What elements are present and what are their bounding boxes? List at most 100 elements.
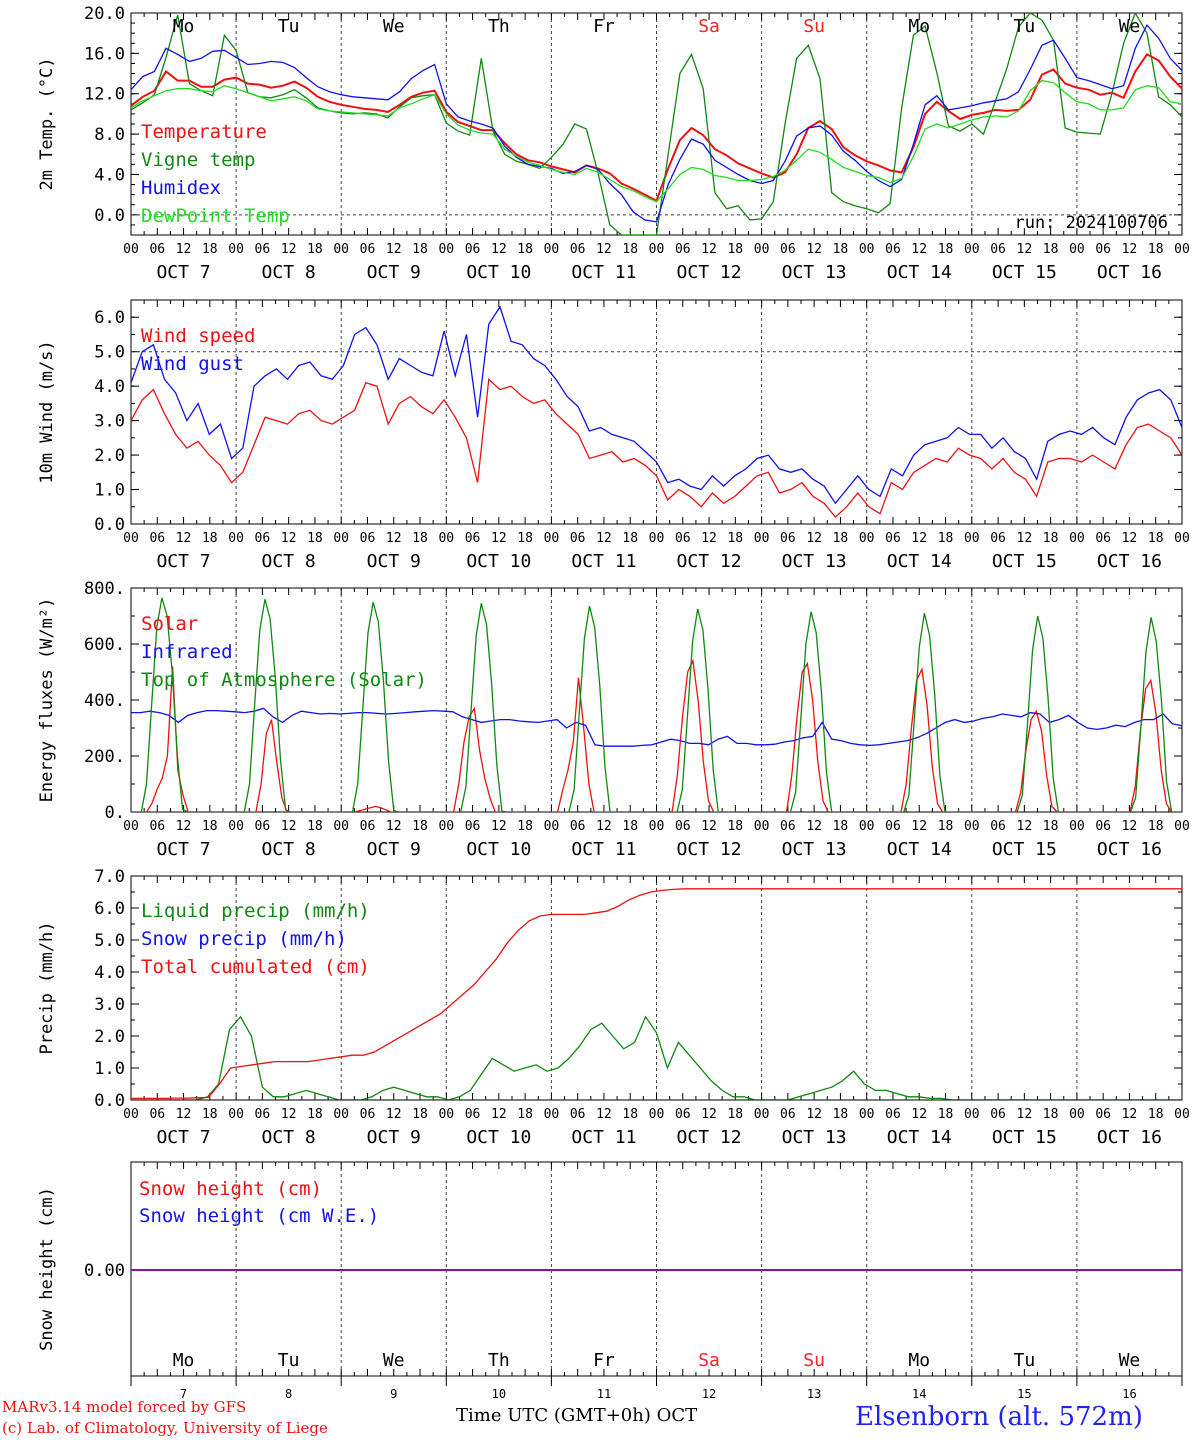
date-label: OCT 9 bbox=[367, 839, 421, 860]
hour-tick-label: 00 bbox=[859, 531, 875, 546]
hour-tick-label: 18 bbox=[1148, 819, 1164, 834]
series-line bbox=[131, 53, 1182, 203]
hour-tick-label: 12 bbox=[701, 531, 717, 546]
hour-tick-label: 18 bbox=[307, 242, 323, 257]
hour-tick-label: 00 bbox=[333, 242, 349, 257]
legend-entry: Humidex bbox=[141, 177, 221, 199]
hour-tick-label: 00 bbox=[1069, 531, 1085, 546]
series-line bbox=[131, 377, 1182, 519]
hour-tick-label: 06 bbox=[570, 1107, 586, 1122]
hour-tick-label: 18 bbox=[622, 242, 638, 257]
hour-tick-label: 00 bbox=[649, 1107, 665, 1122]
series-line bbox=[131, 1015, 1182, 1100]
y-tick-label: 2.0 bbox=[94, 1027, 125, 1047]
day-number-label: 14 bbox=[912, 1387, 926, 1401]
series-line bbox=[131, 23, 1182, 223]
date-label: OCT 11 bbox=[571, 551, 636, 572]
hour-tick-label: 00 bbox=[964, 242, 980, 257]
hour-tick-label: 12 bbox=[806, 242, 822, 257]
date-label: OCT 9 bbox=[367, 1127, 421, 1148]
hour-tick-label: 06 bbox=[360, 242, 376, 257]
series-line bbox=[131, 79, 1182, 203]
date-label: OCT 9 bbox=[367, 551, 421, 572]
credit-line-1: MARv3.14 model forced by GFS bbox=[2, 1398, 247, 1416]
y-tick-label: 0.0 bbox=[94, 1091, 125, 1111]
date-label: OCT 13 bbox=[782, 262, 847, 283]
hour-tick-label: 12 bbox=[176, 819, 192, 834]
legend-entry: Solar bbox=[141, 613, 198, 635]
day-number-label: 15 bbox=[1017, 1387, 1031, 1401]
hour-tick-label: 12 bbox=[491, 819, 507, 834]
y-tick-label: 5.0 bbox=[94, 343, 125, 363]
hour-tick-label: 06 bbox=[1095, 819, 1111, 834]
date-label: OCT 11 bbox=[571, 262, 636, 283]
hour-tick-label: 06 bbox=[990, 819, 1006, 834]
hour-tick-label: 18 bbox=[517, 531, 533, 546]
hour-tick-label: 00 bbox=[123, 242, 139, 257]
hour-tick-label: 12 bbox=[386, 1107, 402, 1122]
hour-tick-label: 12 bbox=[386, 819, 402, 834]
hour-tick-label: 00 bbox=[333, 1107, 349, 1122]
date-label: OCT 16 bbox=[1097, 262, 1162, 283]
date-label: OCT 8 bbox=[262, 262, 316, 283]
hour-tick-label: 18 bbox=[833, 1107, 849, 1122]
hour-tick-label: 12 bbox=[491, 531, 507, 546]
hour-tick-label: 18 bbox=[938, 819, 954, 834]
y-axis-label: Snow height (cm) bbox=[37, 1187, 57, 1351]
y-tick-label: 16.0 bbox=[84, 44, 125, 64]
hour-tick-label: 12 bbox=[1017, 819, 1033, 834]
hour-tick-label: 18 bbox=[517, 1107, 533, 1122]
hour-tick-label: 18 bbox=[412, 531, 428, 546]
series-line bbox=[131, 13, 1182, 235]
day-number-label: 9 bbox=[390, 1387, 397, 1401]
hour-tick-label: 06 bbox=[465, 242, 481, 257]
date-label: OCT 12 bbox=[677, 1127, 742, 1148]
hour-tick-label: 12 bbox=[701, 819, 717, 834]
hour-tick-label: 18 bbox=[412, 819, 428, 834]
hour-tick-label: 12 bbox=[176, 1107, 192, 1122]
day-name: Su bbox=[803, 1350, 825, 1371]
y-tick-label: 4.0 bbox=[94, 963, 125, 983]
y-axis-label: Precip (mm/h) bbox=[37, 921, 57, 1054]
hour-tick-label: 00 bbox=[438, 531, 454, 546]
day-number-label: 13 bbox=[807, 1387, 821, 1401]
hour-tick-label: 12 bbox=[806, 819, 822, 834]
hour-tick-label: 06 bbox=[780, 819, 796, 834]
hour-tick-label: 18 bbox=[938, 1107, 954, 1122]
hour-tick-label: 18 bbox=[307, 1107, 323, 1122]
day-name: We bbox=[1119, 1350, 1141, 1371]
hour-tick-label: 00 bbox=[228, 531, 244, 546]
date-label: OCT 8 bbox=[262, 1127, 316, 1148]
hour-tick-label: 00 bbox=[964, 819, 980, 834]
day-name: Mo bbox=[908, 1350, 930, 1371]
hour-tick-label: 18 bbox=[622, 819, 638, 834]
hour-tick-label: 12 bbox=[176, 531, 192, 546]
hour-tick-label: 00 bbox=[1174, 819, 1190, 834]
date-label: OCT 16 bbox=[1097, 839, 1162, 860]
hour-tick-label: 00 bbox=[1174, 531, 1190, 546]
hour-tick-label: 12 bbox=[701, 242, 717, 257]
day-number-label: 10 bbox=[492, 1387, 506, 1401]
hour-tick-label: 06 bbox=[360, 819, 376, 834]
legend-entry: Wind gust bbox=[141, 353, 244, 375]
hour-tick-label: 00 bbox=[754, 1107, 770, 1122]
date-label: OCT 10 bbox=[466, 262, 531, 283]
hour-tick-label: 06 bbox=[885, 819, 901, 834]
hour-tick-label: 00 bbox=[1174, 1107, 1190, 1122]
y-axis-label: 10m Wind (m/s) bbox=[37, 340, 57, 483]
hour-tick-label: 06 bbox=[885, 1107, 901, 1122]
hour-tick-label: 18 bbox=[938, 242, 954, 257]
hour-tick-label: 18 bbox=[727, 819, 743, 834]
y-tick-label: 8.0 bbox=[94, 125, 125, 145]
hour-tick-label: 00 bbox=[228, 1107, 244, 1122]
y-tick-label: 1.0 bbox=[94, 1059, 125, 1079]
day-name: Mo bbox=[908, 16, 930, 37]
y-tick-label: 7.0 bbox=[94, 867, 125, 887]
hour-tick-label: 06 bbox=[149, 1107, 165, 1122]
hour-tick-label: 06 bbox=[255, 819, 271, 834]
date-label: OCT 16 bbox=[1097, 551, 1162, 572]
hour-tick-label: 18 bbox=[833, 242, 849, 257]
hour-tick-label: 18 bbox=[202, 819, 218, 834]
y-tick-label: 3.0 bbox=[94, 412, 125, 432]
